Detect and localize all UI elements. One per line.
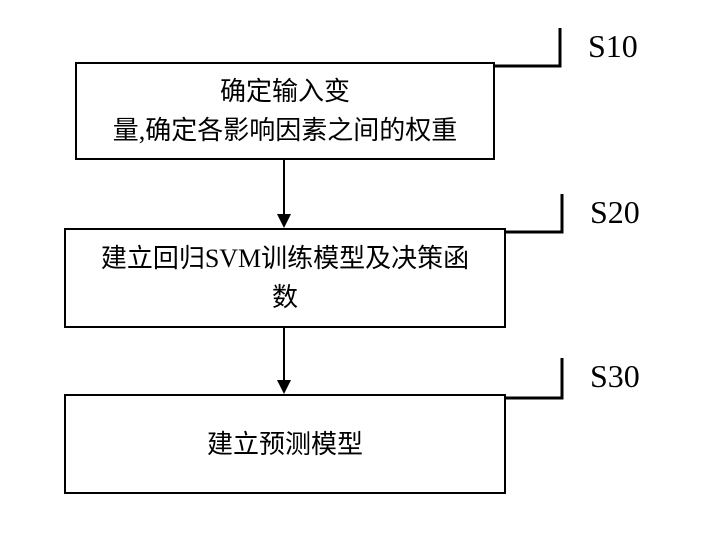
node-label: 确定输入变 量,确定各影响因素之间的权重 xyxy=(113,72,458,150)
flowchart-node-s20: 建立回归SVM训练模型及决策函 数 xyxy=(64,228,506,328)
flowchart-container: 确定输入变 量,确定各影响因素之间的权重 S10 建立回归SVM训练模型及决策函 数… xyxy=(0,0,710,535)
flowchart-node-s30: 建立预测模型 xyxy=(64,394,506,494)
flowchart-node-s10: 确定输入变 量,确定各影响因素之间的权重 xyxy=(75,62,495,160)
callout-line-s30 xyxy=(503,355,565,401)
arrow-s10-to-s20 xyxy=(272,160,296,230)
step-label-s20: S20 xyxy=(590,194,640,231)
callout-line-s20 xyxy=(503,191,565,235)
callout-line-s10 xyxy=(492,25,563,69)
step-label-s30: S30 xyxy=(590,358,640,395)
node-label: 建立回归SVM训练模型及决策函 数 xyxy=(101,239,469,317)
step-label-s10: S10 xyxy=(588,28,638,65)
node-label: 建立预测模型 xyxy=(207,425,363,464)
arrow-s20-to-s30 xyxy=(272,328,296,396)
